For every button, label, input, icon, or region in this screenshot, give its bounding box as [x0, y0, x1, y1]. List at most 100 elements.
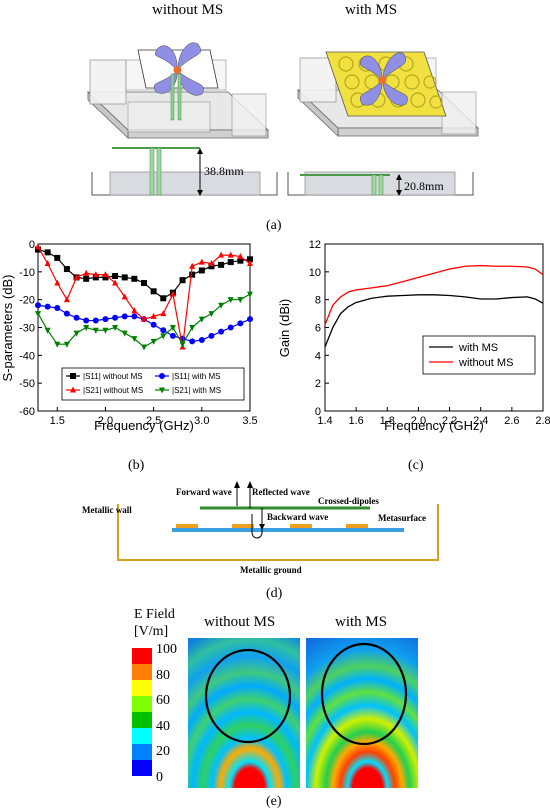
- efield-scale-swatch: [132, 696, 152, 712]
- substrate-layer: [172, 528, 404, 532]
- s-chart-y-tick-label: -20: [19, 295, 35, 307]
- s-chart-point: [112, 273, 119, 280]
- crossed-dipoles-label: Crossed-dipoles: [318, 496, 379, 506]
- s-chart-point: [121, 293, 128, 300]
- s-chart-x-tick-label: 3.5: [242, 415, 257, 427]
- s-chart-y-tick-label: -60: [19, 406, 35, 418]
- s-chart-point: [35, 302, 41, 309]
- metasurface-label: Metasurface: [378, 513, 426, 523]
- s-chart-x-axis-label: Frequency (GHz): [94, 418, 194, 433]
- efield-color-scale: [132, 648, 152, 776]
- s-chart-point: [218, 251, 225, 258]
- gain-chart-plot-area: [324, 243, 544, 412]
- gain-chart-legend-entry: without MS: [458, 357, 513, 369]
- s-chart-legend: |S11| without MS |S11| with MS |S21| witho…: [61, 367, 245, 401]
- s-chart-point: [83, 269, 90, 276]
- s-chart-y-tick-label: -40: [19, 350, 35, 362]
- gain-chart-x-tick-label: 1.8: [380, 415, 395, 427]
- s-chart-point: [208, 332, 215, 339]
- gain-chart-x-axis-label: Frequency (GHz): [384, 418, 484, 433]
- efield-maps: [188, 638, 418, 788]
- gain-chart-series-line-1: [324, 264, 544, 325]
- s-chart-legend-box: [61, 367, 245, 401]
- s-chart-x-tick-label: 2.5: [146, 415, 161, 427]
- s-chart-point: [218, 328, 225, 335]
- efield-title-line2: [V/m]: [134, 624, 169, 639]
- s-chart-point: [63, 341, 70, 348]
- s-chart-legend-entry: |S21| without MS: [83, 386, 143, 395]
- s-chart-point: [141, 344, 147, 351]
- s-chart-x-tick-label: 1.5: [50, 415, 65, 427]
- s-chart-y-tick-label: -10: [19, 267, 35, 279]
- gain-chart-y-tick-label: 4: [315, 350, 321, 362]
- height-label-with-ms: 20.8mm: [404, 179, 444, 193]
- gain-chart-y-tick-label: 12: [309, 239, 321, 251]
- efield-scale-tick: 60: [156, 693, 170, 709]
- s-chart-point: [63, 310, 70, 317]
- s-chart-point: [150, 312, 157, 319]
- s-chart-point: [150, 321, 157, 328]
- metallic-ground-label: Metallic ground: [240, 565, 302, 575]
- s-chart-point: [83, 317, 90, 324]
- s-chart-point: [150, 338, 157, 345]
- s-chart-point: [150, 288, 157, 295]
- efield-scale-tick: 20: [156, 744, 170, 760]
- panel-a-left-title: without MS: [152, 2, 224, 18]
- s-chart-point: [247, 316, 253, 323]
- forward-wave-label: Forward wave: [176, 487, 232, 497]
- s-chart-point: [169, 325, 176, 331]
- gain-chart-legend-entry: with MS: [458, 342, 498, 354]
- s-chart-point: [198, 337, 205, 344]
- s-chart-point: [54, 341, 61, 348]
- gain-chart-x-tick-label: 1.4: [317, 415, 332, 427]
- s-chart-legend-marker: [159, 373, 165, 379]
- s-chart-point: [227, 324, 234, 331]
- s-chart-point: [44, 259, 51, 266]
- s-chart-legend-entry: |S11| with MS: [172, 372, 220, 381]
- gain-chart-y-tick-label: 10: [309, 267, 321, 279]
- s-chart-point: [160, 310, 167, 317]
- s-chart-point: [102, 327, 109, 334]
- s-chart-point: [237, 320, 244, 327]
- s-chart-legend-entry: |S21| with MS: [172, 386, 221, 395]
- s-chart-y-tick-label: 0: [29, 239, 35, 251]
- s-chart-point: [247, 291, 253, 298]
- efield-scale-swatch: [132, 728, 152, 744]
- s-chart-point: [102, 274, 109, 281]
- gain-chart-y-tick-label: 0: [315, 406, 321, 418]
- s-chart-point: [92, 274, 99, 281]
- s-chart-point: [198, 267, 205, 274]
- s-chart-point: [141, 279, 147, 286]
- efield-title: E Field [V/m]: [134, 606, 175, 640]
- efield-scale-ticks: 100 80 60 40 20 0: [156, 642, 182, 785]
- s-chart-point: [92, 271, 99, 278]
- s-chart-point: [189, 271, 196, 278]
- s-chart-point: [179, 341, 186, 348]
- s-chart-point: [237, 253, 244, 260]
- s-chart-point: [102, 316, 109, 323]
- panel-b-label: (b): [128, 458, 145, 473]
- panel-a-right-title: with MS: [345, 2, 398, 18]
- s-chart-point: [35, 243, 41, 250]
- s-chart-point: [73, 314, 80, 321]
- reflected-wave-label: Reflected wave: [252, 487, 310, 497]
- gain-chart-series-line-0: [324, 294, 544, 348]
- gain-chart-x-tick-label: 2.0: [411, 415, 426, 427]
- s-chart-point: [237, 297, 244, 304]
- s-chart-point: [121, 313, 128, 320]
- efield-scale-tick: 0: [156, 770, 163, 785]
- s-chart-point: [44, 249, 51, 256]
- s-chart-point: [54, 279, 61, 286]
- s-chart-point: [131, 336, 138, 343]
- s-chart-point: [169, 332, 176, 339]
- gain-chart-legend-box: [422, 335, 536, 375]
- s-chart-y-tick-label: -30: [19, 323, 35, 335]
- panel-d-label: (d): [266, 586, 283, 601]
- antenna-3d-without-ms: [86, 42, 270, 139]
- s-chart-point: [169, 290, 176, 297]
- antenna-3d-with-ms: [296, 51, 480, 137]
- s-chart-point: [54, 305, 61, 312]
- panel-a-illustration: 38.8mm 20.8mm: [86, 42, 480, 196]
- s-chart-point: [102, 271, 109, 278]
- s-chart-legend-entry: |S11| without MS: [83, 372, 143, 381]
